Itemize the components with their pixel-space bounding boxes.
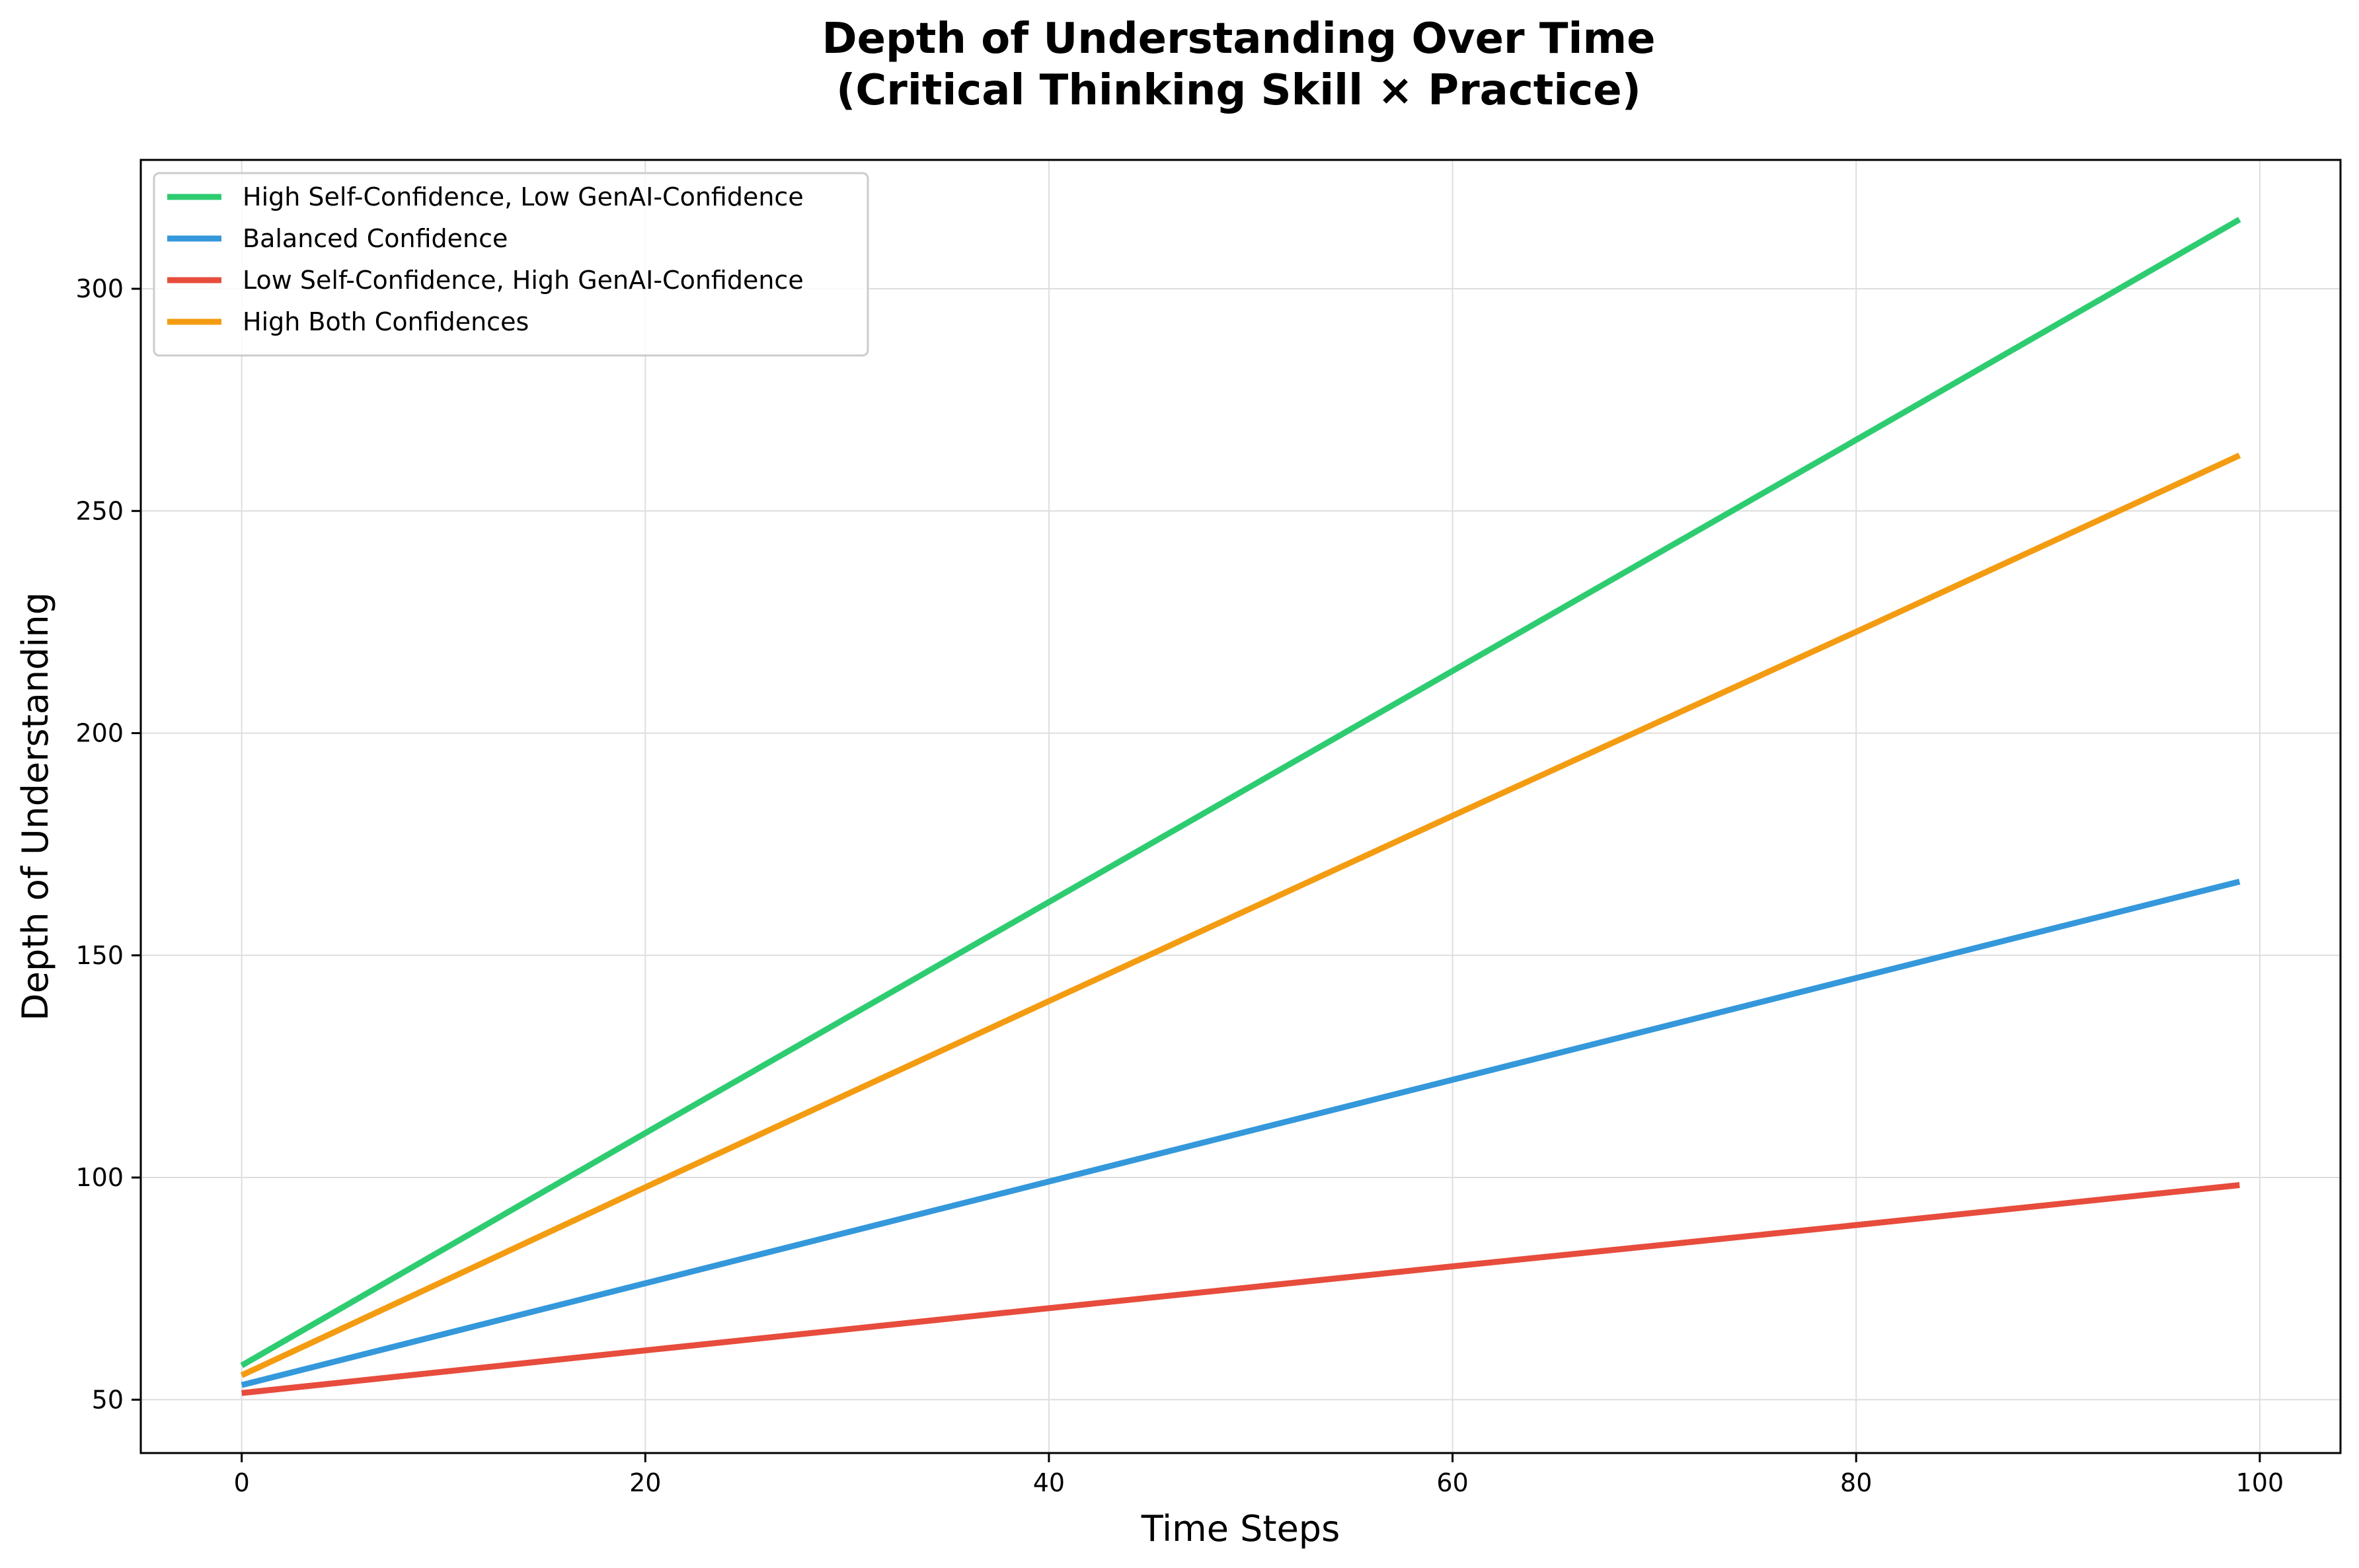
legend-label: High Self-Confidence, Low GenAI-Confiden… (243, 182, 804, 211)
y-tick-label: 150 (75, 941, 124, 970)
x-tick-label: 20 (629, 1468, 661, 1497)
x-axis-ticks: 0 20 40 60 80 100 (234, 1453, 2284, 1497)
x-tick-label: 0 (234, 1468, 250, 1497)
y-tick-label: 250 (75, 496, 124, 525)
y-axis-ticks: 50 100 150 200 250 300 (75, 274, 141, 1414)
x-tick-label: 80 (1840, 1468, 1872, 1497)
legend-label: Balanced Confidence (243, 224, 508, 253)
x-tick-label: 100 (2236, 1468, 2284, 1497)
legend: High Self-Confidence, Low GenAI-Confiden… (153, 172, 869, 357)
legend-box (153, 172, 869, 357)
legend-label: Low Self-Confidence, High GenAI-Confiden… (243, 266, 804, 295)
y-axis-label: Depth of Understanding (15, 592, 56, 1021)
chart-title-line-1: Depth of Understanding Over Time (822, 15, 1655, 63)
y-tick-label: 50 (92, 1385, 124, 1414)
y-tick-label: 200 (75, 719, 124, 748)
chart-title-line-2: (Critical Thinking Skill × Practice) (836, 66, 1641, 115)
x-axis-label: Time Steps (1141, 1508, 1340, 1549)
x-tick-label: 40 (1033, 1468, 1065, 1497)
series-line-3 (241, 1182, 2240, 1396)
series-line-1 (240, 217, 2241, 1368)
y-tick-label: 300 (75, 274, 124, 303)
x-tick-label: 60 (1436, 1468, 1468, 1497)
series-line-4 (240, 453, 2241, 1378)
series-line-2 (241, 878, 2241, 1388)
chart-title: Depth of Understanding Over Time (Critic… (822, 15, 1655, 115)
y-tick-label: 100 (75, 1163, 124, 1192)
legend-label: High Both Confidences (243, 307, 529, 336)
series-lines (240, 217, 2241, 1396)
plot-frame (139, 159, 2342, 1454)
